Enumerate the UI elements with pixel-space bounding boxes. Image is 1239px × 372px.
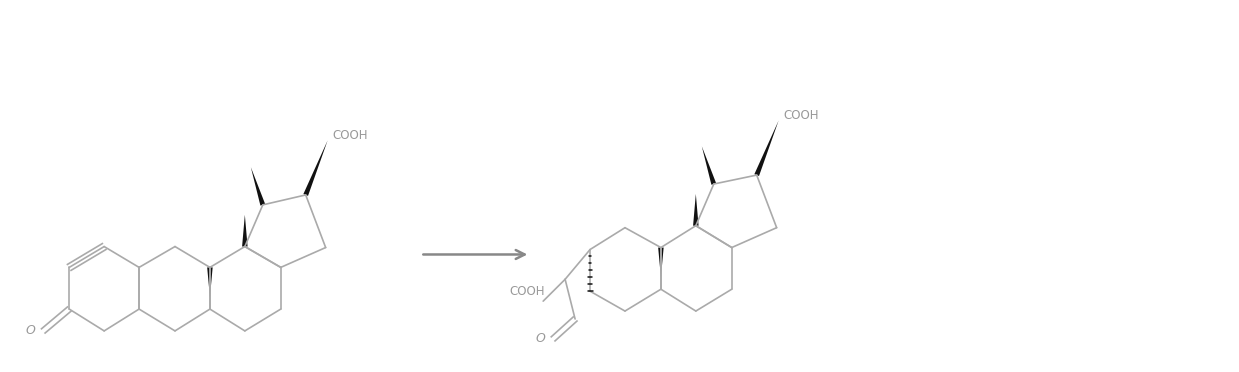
Text: COOH: COOH <box>783 109 819 122</box>
Polygon shape <box>250 167 265 206</box>
Polygon shape <box>755 121 778 176</box>
Polygon shape <box>658 247 664 277</box>
Text: O: O <box>535 332 545 345</box>
Polygon shape <box>304 140 327 196</box>
Polygon shape <box>242 215 248 247</box>
Polygon shape <box>693 194 699 226</box>
Text: COOH: COOH <box>509 285 545 298</box>
Polygon shape <box>207 267 213 297</box>
Text: O: O <box>25 324 35 337</box>
Polygon shape <box>701 146 716 185</box>
Text: COOH: COOH <box>332 129 368 142</box>
